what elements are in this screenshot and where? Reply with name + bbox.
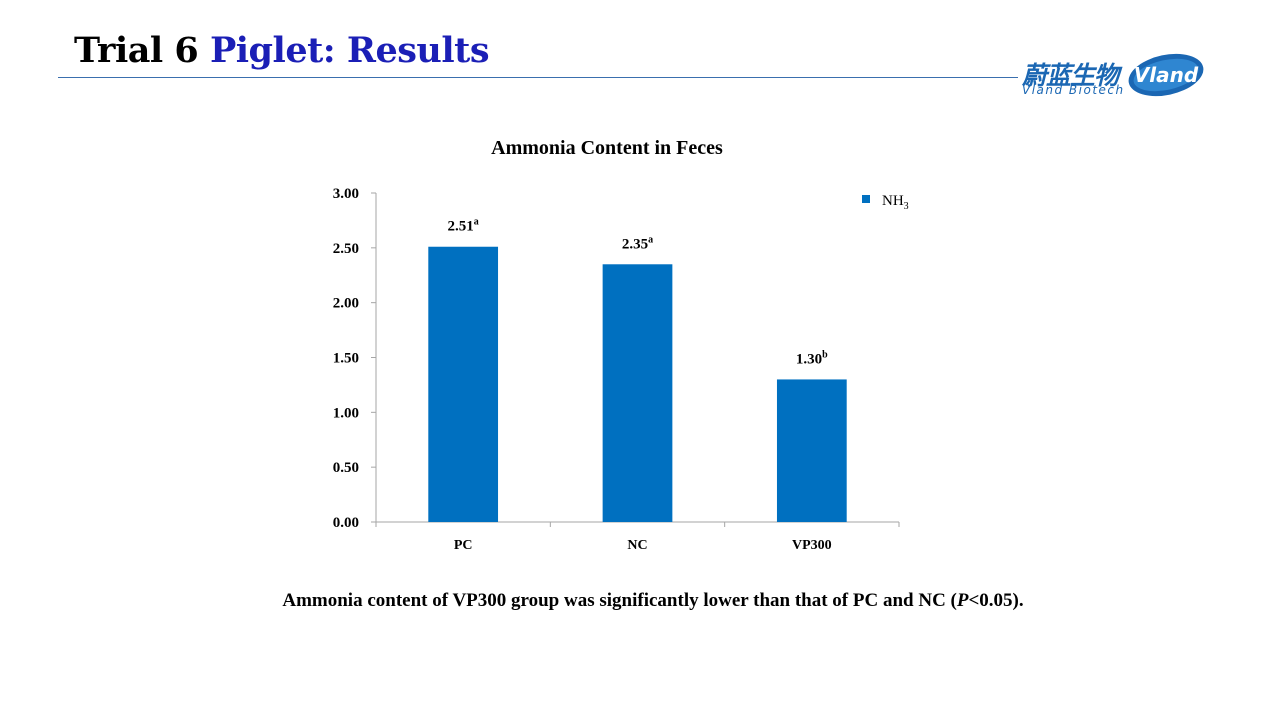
y-tick-label: 2.50	[333, 241, 359, 257]
title-prefix: Trial 6	[74, 30, 210, 71]
significance-letter: a	[474, 217, 479, 228]
legend-swatch	[862, 195, 870, 203]
caption-p-italic: P	[956, 590, 969, 611]
y-tick-label: 0.00	[333, 515, 359, 531]
y-tick-label: 0.50	[333, 460, 359, 476]
bar-value-label: 2.51a	[448, 217, 479, 235]
vland-logo: 蔚蓝生物 Vland Biotech Vland	[1018, 50, 1208, 102]
chart-title: Ammonia Content in Feces	[491, 137, 723, 159]
bar-vp300	[776, 379, 847, 522]
vland-badge-icon: Vland	[1128, 53, 1204, 97]
chart-legend: NH3	[862, 193, 909, 212]
x-tick-label: NC	[627, 538, 647, 553]
title-accent: Piglet: Results	[209, 30, 490, 71]
bar-nc	[602, 264, 673, 522]
legend-label: NH	[882, 193, 904, 209]
bar-value-label: 1.30b	[796, 349, 828, 367]
logo-chinese-text: 蔚蓝生物	[1022, 61, 1119, 90]
y-tick-label: 3.00	[333, 186, 359, 202]
x-tick-label: VP300	[792, 538, 832, 553]
logo-english-text: Vland Biotech	[1022, 83, 1125, 97]
badge-text: Vland	[1134, 63, 1199, 87]
y-tick-label: 1.00	[333, 405, 359, 421]
x-tick-label: PC	[454, 538, 473, 553]
significance-letter: b	[822, 349, 828, 360]
bar-pc	[428, 246, 499, 522]
caption-text: Ammonia content of VP300 group was signi…	[282, 590, 957, 611]
significance-letter: a	[648, 234, 653, 245]
legend-label-subscript: 3	[903, 201, 909, 212]
bar-chart: 0.00 0.50 1.00 1.50 2.00 2.50 3.00 2.51a PC 2.35a…	[333, 186, 900, 553]
bar-value-label: 2.35a	[622, 234, 653, 252]
title-divider	[58, 77, 1018, 78]
results-caption: Ammonia content of VP300 group was signi…	[0, 590, 1280, 612]
y-tick-label: 2.00	[333, 296, 359, 312]
slide-title: Trial 6 Piglet: Results	[74, 30, 490, 71]
caption-text-end: <0.05).	[968, 590, 1024, 611]
y-tick-label: 1.50	[333, 351, 359, 367]
